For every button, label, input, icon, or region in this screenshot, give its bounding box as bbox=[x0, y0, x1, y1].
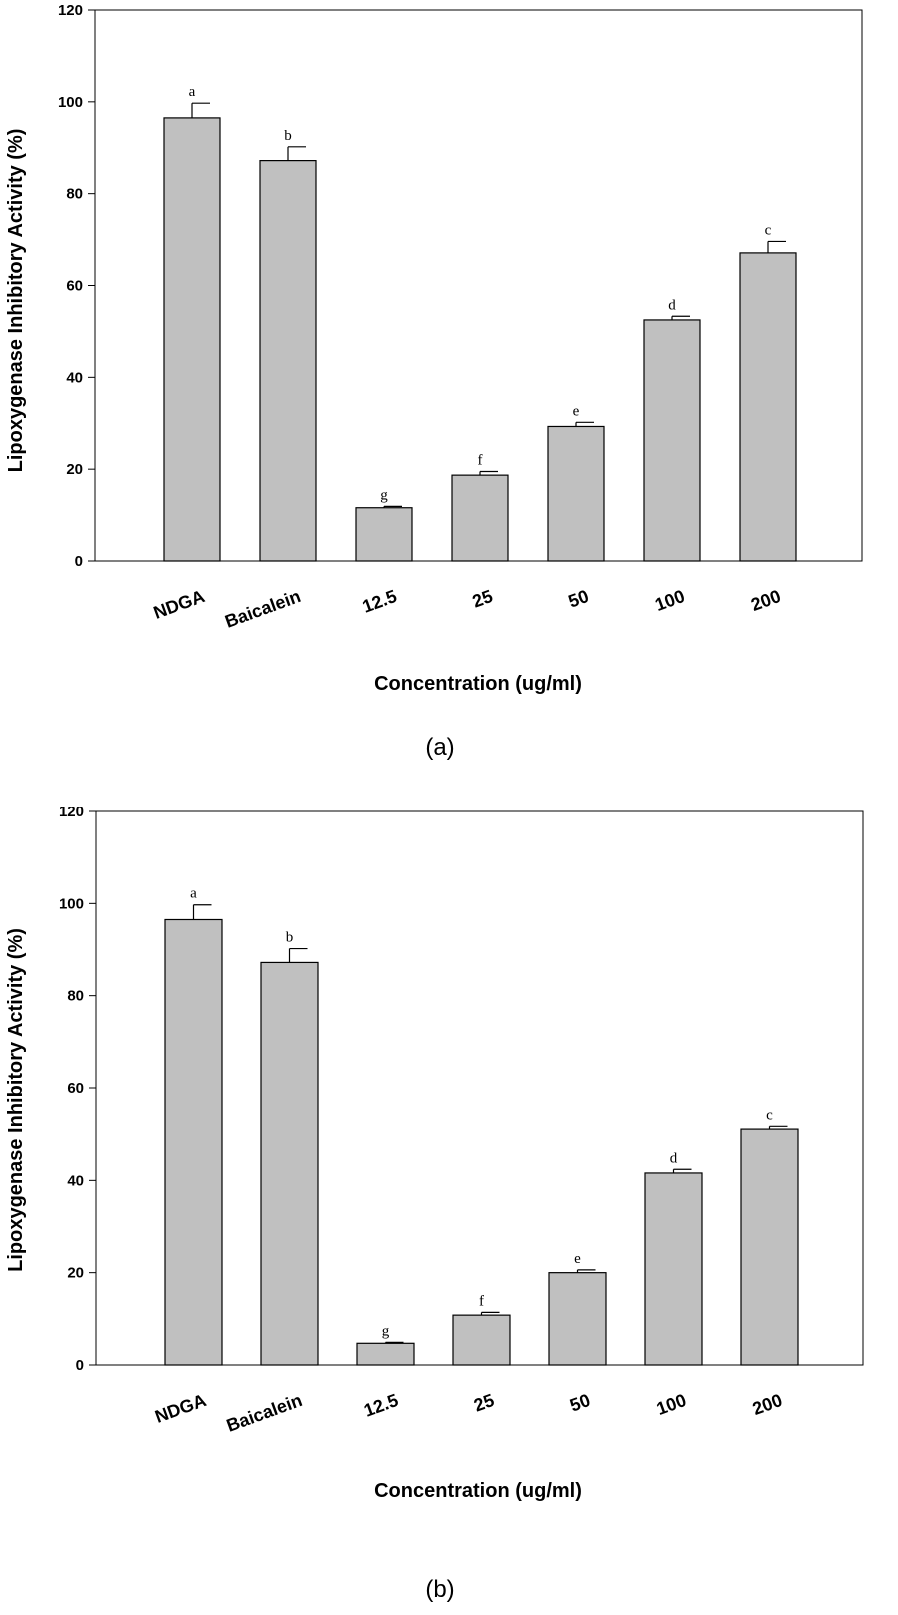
y-tick-label: 80 bbox=[66, 186, 83, 203]
y-tick-label: 100 bbox=[59, 895, 84, 912]
x-tick-label: NDGA bbox=[152, 1390, 209, 1427]
bar-12.5 bbox=[355, 507, 413, 562]
y-tick-label: 0 bbox=[76, 1357, 84, 1374]
chart-panel-a: 0 20 40 60 80 100 120 Lipoxygenase Inhibitory A… bbox=[0, 0, 898, 800]
significance-letter: d bbox=[670, 1150, 678, 1166]
bar-ndga bbox=[164, 918, 223, 1366]
bar-25 bbox=[451, 474, 509, 562]
bar-100 bbox=[644, 1172, 703, 1366]
bar-25 bbox=[452, 1314, 511, 1366]
panel-label: (b) bbox=[425, 1576, 454, 1603]
bar-50 bbox=[548, 1272, 607, 1366]
bar-50 bbox=[547, 425, 605, 562]
y-tick-label: 40 bbox=[67, 1172, 84, 1189]
significance-letter: a bbox=[190, 886, 197, 902]
x-tick-label: 100 bbox=[652, 586, 687, 615]
significance-letter: b bbox=[284, 128, 292, 144]
y-tick-label: 40 bbox=[66, 369, 83, 386]
significance-letter: g bbox=[382, 1323, 390, 1339]
significance-letter: d bbox=[668, 297, 676, 313]
y-tick-label: 100 bbox=[58, 94, 83, 111]
significance-letter: b bbox=[286, 930, 294, 946]
bar-baicalein bbox=[260, 961, 319, 1366]
y-tick-label: 0 bbox=[75, 553, 83, 570]
panel-label: (a) bbox=[425, 734, 454, 761]
bar-200 bbox=[739, 252, 797, 562]
bar-baicalein bbox=[259, 160, 317, 562]
x-tick-label: 200 bbox=[750, 1390, 785, 1419]
significance-letter: f bbox=[478, 452, 483, 468]
y-tick-label: 120 bbox=[58, 2, 83, 19]
x-tick-label: 200 bbox=[748, 586, 783, 615]
significance-letter: e bbox=[573, 403, 580, 419]
y-tick-label: 120 bbox=[59, 807, 84, 820]
significance-letter: e bbox=[574, 1251, 581, 1267]
chart-a: 0 20 40 60 80 100 120 Lipoxygenase Inhibitory A… bbox=[5, 2, 863, 761]
x-axis-title: Concentration (ug/ml) bbox=[374, 1480, 582, 1502]
x-tick-label: NDGA bbox=[151, 586, 208, 623]
bar-12.5 bbox=[356, 1342, 415, 1366]
x-tick-label: 12.5 bbox=[361, 1390, 401, 1421]
y-tick-label: 60 bbox=[67, 1080, 84, 1097]
significance-letter: a bbox=[189, 84, 196, 100]
significance-letter: g bbox=[380, 487, 388, 503]
significance-letter: c bbox=[765, 222, 772, 238]
bar-100 bbox=[643, 319, 701, 562]
x-tick-label: 100 bbox=[654, 1390, 689, 1419]
x-tick-label: 50 bbox=[566, 586, 592, 612]
x-tick-label: Baicalein bbox=[224, 1390, 305, 1436]
x-tick-label: 25 bbox=[470, 586, 496, 612]
chart-b: 0 20 40 60 80 100 120 Lipoxygenase Inhibitory A… bbox=[5, 807, 864, 1603]
x-axis-title: Concentration (ug/ml) bbox=[374, 673, 582, 695]
significance-letter: f bbox=[479, 1293, 484, 1309]
x-tick-label: Baicalein bbox=[222, 586, 303, 632]
bar-ndga bbox=[163, 117, 221, 562]
x-tick-label: 25 bbox=[471, 1390, 497, 1416]
x-tick-label: 50 bbox=[567, 1390, 593, 1416]
bar-200 bbox=[740, 1128, 799, 1366]
y-axis-title: Lipoxygenase Inhibitory Activity (%) bbox=[5, 129, 27, 473]
significance-letter: c bbox=[766, 1107, 773, 1123]
y-tick-label: 80 bbox=[67, 988, 84, 1005]
x-tick-label: 12.5 bbox=[360, 586, 400, 617]
chart-panel-b: 0 20 40 60 80 100 120 Lipoxygenase Inhibitory A… bbox=[0, 807, 898, 1607]
y-tick-label: 20 bbox=[67, 1265, 84, 1282]
y-axis-title: Lipoxygenase Inhibitory Activity (%) bbox=[5, 928, 27, 1272]
y-tick-label: 20 bbox=[66, 461, 83, 478]
y-tick-label: 60 bbox=[66, 278, 83, 295]
